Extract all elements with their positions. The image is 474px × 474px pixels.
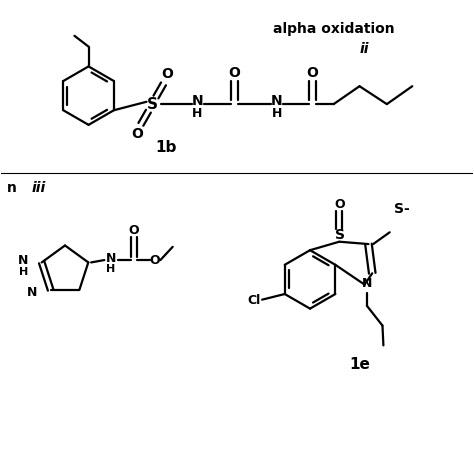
- Text: N: N: [271, 94, 283, 108]
- Text: O: O: [149, 254, 160, 266]
- Text: O: O: [161, 67, 173, 82]
- Text: 1e: 1e: [349, 357, 370, 372]
- Text: alpha oxidation: alpha oxidation: [273, 22, 394, 36]
- Text: N: N: [18, 254, 28, 266]
- Text: H: H: [192, 107, 202, 120]
- Text: O: O: [307, 66, 319, 81]
- Text: N: N: [106, 252, 116, 264]
- Text: N: N: [191, 94, 203, 108]
- Text: iii: iii: [32, 181, 46, 194]
- Text: S: S: [335, 228, 345, 242]
- Text: 1b: 1b: [155, 140, 177, 155]
- Text: N: N: [362, 277, 372, 290]
- Text: O: O: [334, 198, 345, 210]
- Text: S: S: [146, 97, 158, 111]
- Text: n: n: [7, 181, 17, 194]
- Text: O: O: [129, 224, 139, 237]
- Text: S-: S-: [394, 202, 410, 216]
- Text: H: H: [19, 267, 28, 277]
- Text: O: O: [229, 66, 241, 81]
- Text: H: H: [106, 264, 116, 274]
- Text: O: O: [131, 127, 143, 141]
- Text: N: N: [27, 286, 37, 299]
- Text: ii: ii: [359, 42, 369, 55]
- Text: Cl: Cl: [247, 294, 261, 307]
- Text: H: H: [272, 107, 282, 120]
